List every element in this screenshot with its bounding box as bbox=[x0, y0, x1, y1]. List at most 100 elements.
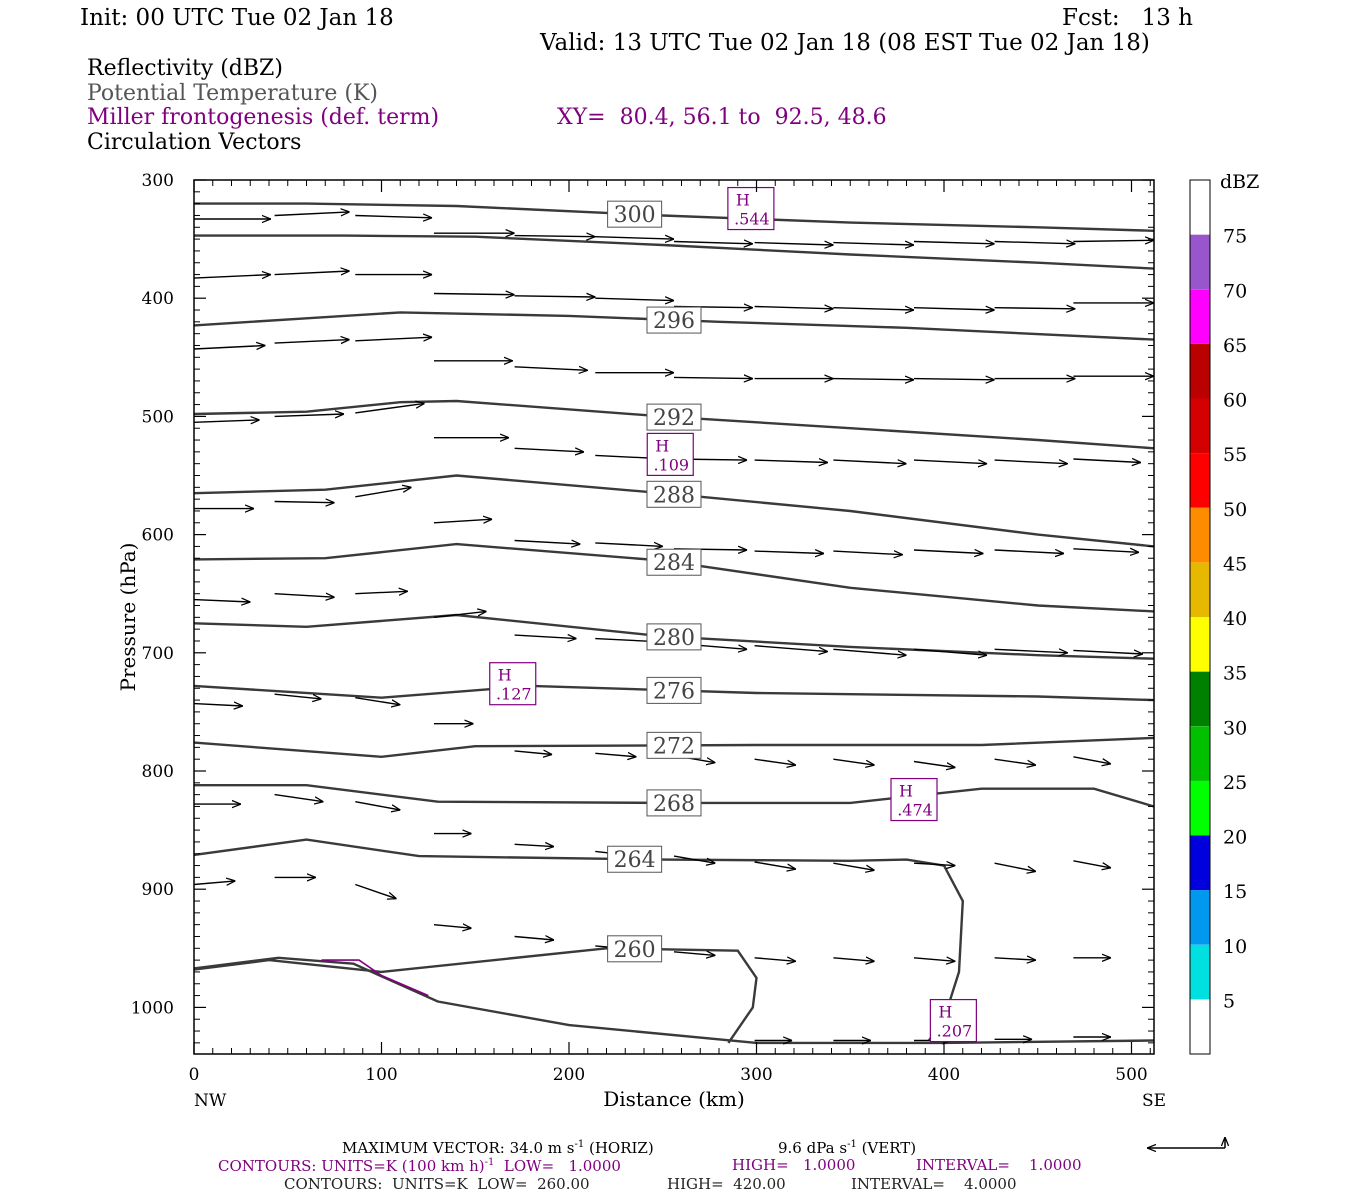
circulation-vector bbox=[994, 308, 1076, 309]
colorbar-bin bbox=[1190, 726, 1210, 781]
circulation-vector bbox=[433, 294, 515, 295]
circulation-vector bbox=[433, 611, 487, 618]
circulation-vector bbox=[754, 861, 796, 869]
circulation-vector bbox=[514, 751, 553, 755]
circulation-vector bbox=[673, 952, 715, 956]
colorbar-bin bbox=[1190, 999, 1210, 1054]
frontogenesis-max-marker: H bbox=[655, 436, 669, 455]
circulation-vector bbox=[595, 543, 663, 547]
frontogenesis-max-box bbox=[489, 662, 537, 706]
colorbar-bin bbox=[1190, 671, 1210, 727]
frontogenesis-max-value: .544 bbox=[734, 210, 770, 229]
circulation-vector bbox=[274, 212, 350, 216]
colorbar-bin bbox=[1190, 890, 1210, 945]
theta-contour bbox=[193, 956, 1155, 1045]
forecast-hour: Fcst: 13 h bbox=[1062, 5, 1193, 31]
circulation-vector bbox=[994, 958, 1036, 960]
colorbar-label: 20 bbox=[1223, 827, 1247, 849]
circulation-vector bbox=[514, 937, 554, 941]
colorbar-bin bbox=[1190, 180, 1210, 235]
theta-contour-high: HIGH= 420.00 bbox=[667, 1175, 786, 1193]
colorbar-bin bbox=[1190, 398, 1210, 454]
reference-vector bbox=[1147, 1137, 1225, 1148]
circulation-vector bbox=[1073, 650, 1142, 654]
circulation-vector bbox=[193, 881, 235, 885]
colorbar-bin bbox=[1190, 453, 1210, 508]
x-tick-label: 400 bbox=[928, 1065, 960, 1085]
theta-label: 292 bbox=[653, 406, 695, 431]
circulation-vector bbox=[913, 242, 995, 244]
frontogenesis-max-box bbox=[727, 186, 775, 231]
circulation-vector bbox=[355, 337, 432, 341]
circulation-vector bbox=[913, 550, 983, 554]
circulation-vector bbox=[673, 377, 753, 378]
circulation-vector bbox=[673, 242, 753, 244]
theta-label-box bbox=[646, 731, 702, 759]
circulation-vector bbox=[994, 550, 1064, 554]
circulation-vector bbox=[833, 243, 914, 245]
frontogenesis-max-value: .207 bbox=[937, 1022, 973, 1041]
circulation-vector bbox=[193, 420, 260, 422]
circulation-vector bbox=[913, 760, 955, 768]
colorbar-label: 65 bbox=[1223, 335, 1247, 357]
circulation-vector bbox=[1073, 549, 1139, 553]
theta-label-box bbox=[607, 200, 663, 228]
y-tick-label: 800 bbox=[142, 762, 174, 782]
circulation-vector bbox=[355, 697, 400, 705]
colorbar-bin bbox=[1190, 780, 1210, 836]
valid-time: Valid: 13 UTC Tue 02 Jan 18 (08 EST Tue … bbox=[540, 30, 1150, 56]
circulation-vector bbox=[754, 958, 796, 962]
frontogenesis-max-box bbox=[929, 998, 977, 1043]
theta-label: 296 bbox=[653, 309, 695, 334]
colorbar-bin bbox=[1190, 507, 1210, 563]
circulation-vector bbox=[833, 648, 906, 655]
circulation-vector bbox=[274, 693, 322, 699]
frontogenesis-contour-info: CONTOURS: UNITS=K (100 km h)-1 LOW= 1.00… bbox=[218, 1157, 621, 1175]
theta-label: 264 bbox=[614, 848, 656, 873]
circulation-vector bbox=[355, 487, 411, 498]
circulation-vector bbox=[833, 758, 874, 765]
circulation-vector bbox=[833, 460, 906, 464]
theta-label: 280 bbox=[653, 626, 695, 651]
circulation-vector bbox=[833, 551, 902, 555]
circulation-vector bbox=[994, 649, 1068, 653]
theta-label-box bbox=[646, 403, 702, 431]
circulation-vector bbox=[355, 883, 396, 899]
colorbar-bin bbox=[1190, 343, 1210, 399]
circulation-vector bbox=[833, 379, 914, 380]
field-potential-temperature: Potential Temperature (K) bbox=[87, 81, 378, 106]
theta-contour bbox=[194, 202, 1155, 232]
colorbar-bin bbox=[1190, 835, 1210, 891]
frontogenesis-max-marker: H bbox=[938, 1003, 952, 1022]
frontogenesis-max-box bbox=[890, 777, 938, 822]
init-time: Init: 00 UTC Tue 02 Jan 18 bbox=[80, 5, 394, 31]
theta-contour bbox=[193, 736, 1155, 759]
colorbar-unit: dBZ bbox=[1220, 171, 1259, 193]
frontogenesis-max-value: .109 bbox=[653, 455, 689, 474]
colorbar-frame bbox=[1189, 179, 1211, 1055]
frontogenesis-max-box bbox=[646, 432, 694, 477]
circulation-vector bbox=[274, 271, 350, 275]
theta-contour bbox=[193, 399, 1155, 450]
field-reflectivity: Reflectivity (dBZ) bbox=[87, 56, 283, 81]
circulation-vector bbox=[994, 758, 1036, 765]
circulation-vector bbox=[833, 958, 874, 962]
colorbar-bin bbox=[1190, 562, 1210, 617]
circulation-vector bbox=[913, 648, 987, 655]
circulation-vector bbox=[754, 551, 824, 553]
colorbar-bin bbox=[1190, 289, 1210, 344]
x-tick-label: 100 bbox=[365, 1065, 397, 1085]
circulation-vector bbox=[514, 236, 596, 237]
theta-contour bbox=[194, 784, 1155, 808]
circulation-vector bbox=[913, 958, 955, 962]
maximum-vector-horizontal: MAXIMUM VECTOR: 34.0 m s-1 (HORIZ) bbox=[342, 1139, 654, 1157]
theta-label-box bbox=[607, 935, 663, 963]
circulation-vector bbox=[833, 862, 874, 870]
circulation-vector bbox=[754, 645, 828, 652]
circulation-vector bbox=[754, 307, 834, 309]
field-frontogenesis: Miller frontogenesis (def. term) bbox=[87, 105, 440, 130]
colorbar-bin bbox=[1190, 617, 1210, 672]
circulation-vector bbox=[754, 460, 828, 462]
colorbar-label: 25 bbox=[1223, 772, 1247, 794]
frontogenesis-max-marker: H bbox=[498, 666, 512, 685]
